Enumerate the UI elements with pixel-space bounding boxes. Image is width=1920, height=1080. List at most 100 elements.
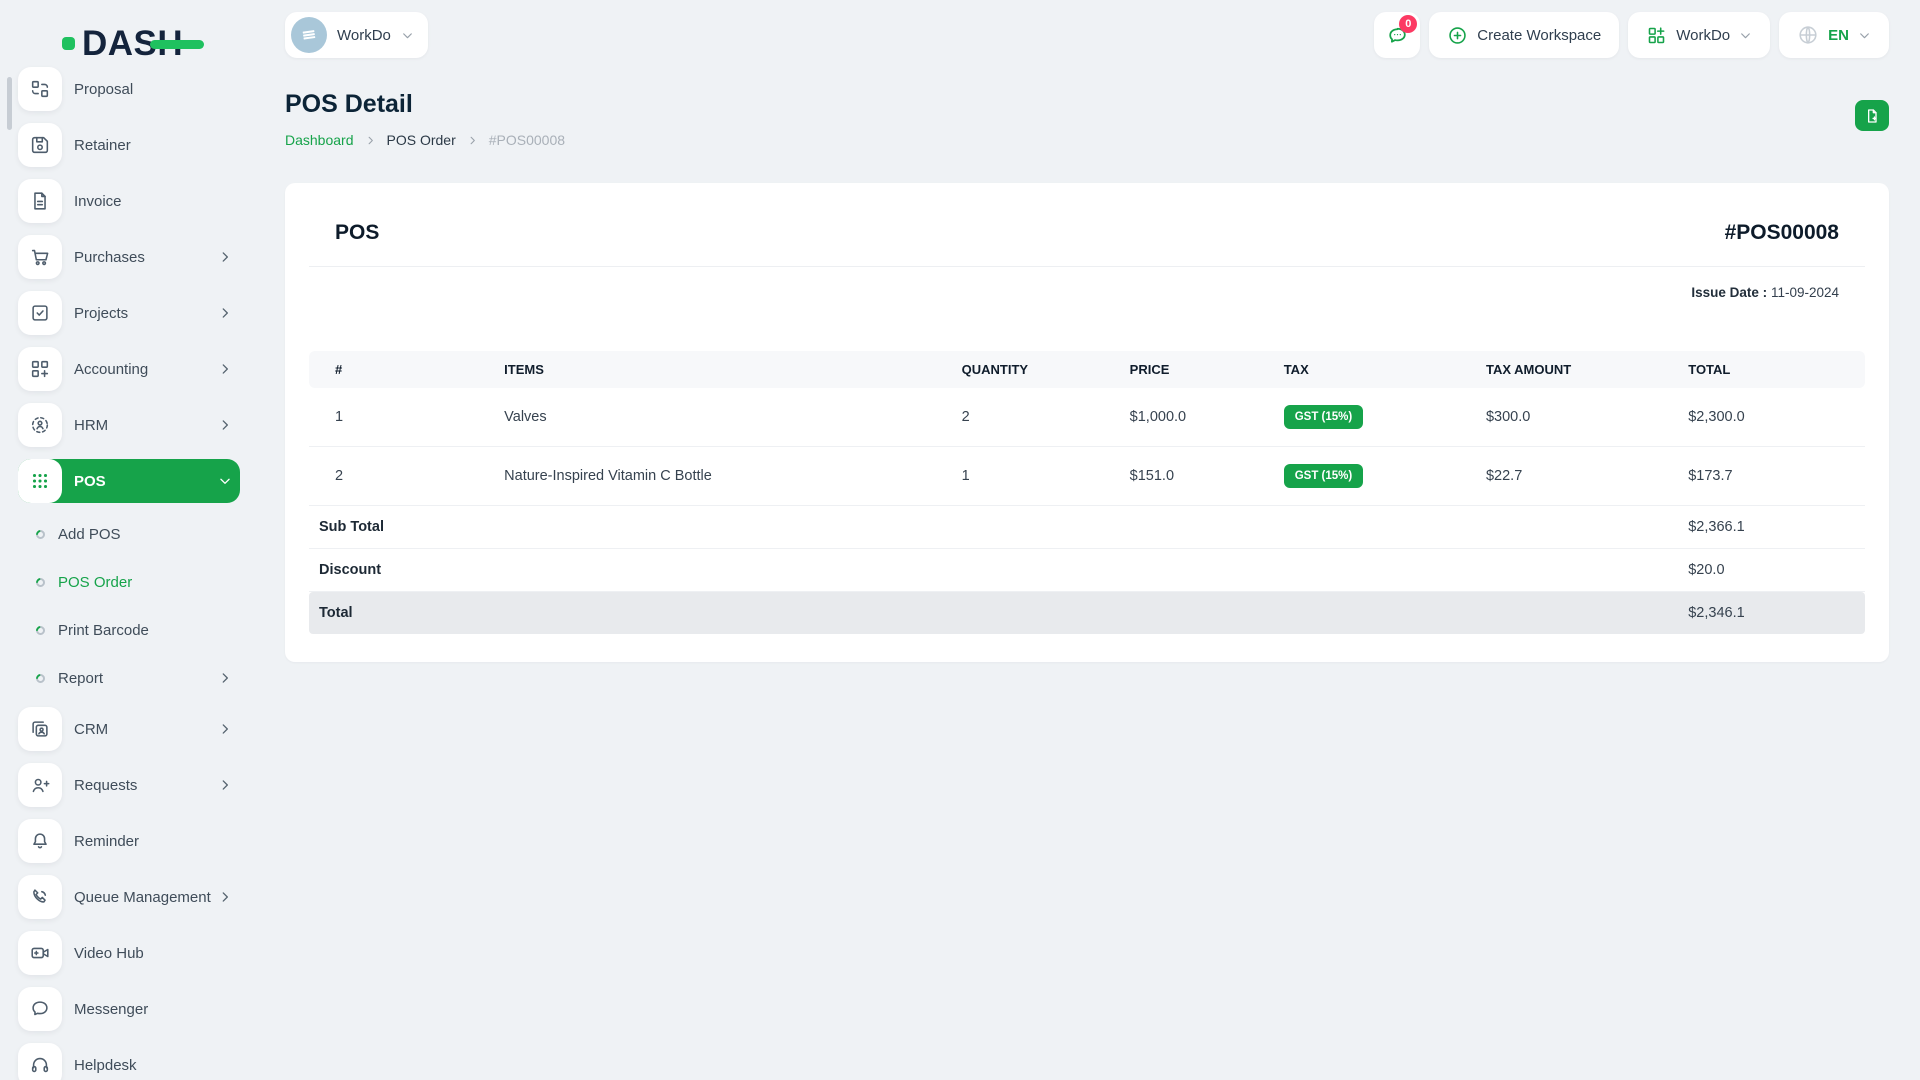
page-head: POS Detail Dashboard POS Order #POS00008: [285, 90, 1889, 148]
sidebar-item-label: Accounting: [74, 360, 149, 378]
cell-item: Valves: [494, 388, 952, 447]
main-content: POS Detail Dashboard POS Order #POS00008…: [284, 70, 1920, 1080]
workspace-selector[interactable]: WorkDo: [285, 12, 428, 58]
sidebar-item-label: Reminder: [74, 832, 140, 850]
brand-logo[interactable]: DASH: [62, 26, 205, 61]
user-scan-icon: [18, 403, 62, 447]
discount-row: Discount $20.0: [309, 548, 1865, 592]
subtotal-label: Sub Total: [309, 505, 1679, 549]
discount-label: Discount: [309, 548, 1679, 592]
card-divider: [309, 266, 1865, 267]
grid-plus-icon: [1646, 25, 1667, 46]
language-label: EN: [1828, 26, 1849, 44]
file-export-icon: [1864, 108, 1880, 124]
subtotal-value: $2,366.1: [1678, 505, 1865, 549]
card-header: POS #POS00008: [285, 183, 1889, 247]
chevron-right-icon: [218, 418, 232, 432]
phone-call-icon: [18, 875, 62, 919]
sidebar-item-label: Video Hub: [74, 944, 144, 962]
breadcrumb: Dashboard POS Order #POS00008: [285, 132, 1889, 148]
chevron-right-icon: [218, 250, 232, 264]
chat-badge: 0: [1399, 15, 1418, 33]
sidebar-subitem-report[interactable]: Report: [18, 659, 240, 697]
sidebar-subitem-label: Print Barcode: [58, 621, 149, 639]
chevron-right-icon: [467, 135, 478, 146]
workspace-label: WorkDo: [337, 26, 391, 44]
sidebar-item-label: Projects: [74, 304, 129, 322]
cell-index: 1: [309, 388, 495, 447]
cell-index: 2: [309, 446, 495, 506]
workdo-menu-button[interactable]: WorkDo: [1628, 12, 1771, 58]
sidebar-item-reminder[interactable]: Reminder: [18, 819, 240, 863]
cell-total: $2,300.0: [1678, 388, 1865, 447]
create-workspace-button[interactable]: Create Workspace: [1429, 12, 1620, 58]
cell-tax-amount: $22.7: [1475, 446, 1679, 506]
chevron-down-icon: [1858, 29, 1871, 42]
language-selector[interactable]: EN: [1779, 12, 1889, 58]
bullet-ring-icon: [34, 671, 47, 685]
user-square-icon: [18, 707, 62, 751]
sidebar-item-requests[interactable]: Requests: [18, 763, 240, 807]
breadcrumb-current: #POS00008: [488, 132, 566, 148]
chevron-down-icon: [1739, 29, 1752, 42]
sidebar-item-proposal[interactable]: Proposal: [18, 67, 240, 111]
plus-circle-icon: [1447, 25, 1468, 46]
pos-number: #POS00008: [1724, 221, 1839, 244]
chat-round-icon: [18, 987, 62, 1031]
headset-icon: [18, 1043, 62, 1080]
sidebar-item-label: Requests: [74, 776, 138, 794]
issue-date: Issue Date : 11-09-2024: [285, 267, 1889, 300]
pos-items-table-wrap: # ITEMS QUANTITY PRICE TAX TAX AMOUNT TO…: [309, 351, 1865, 634]
sidebar-subitem-pos-order[interactable]: POS Order: [18, 563, 240, 601]
logo-accent-dot: [62, 37, 75, 50]
globe-icon: [1797, 24, 1819, 46]
sidebar-item-label: HRM: [74, 416, 109, 434]
file-text-icon: [18, 179, 62, 223]
col-header-total: TOTAL: [1678, 351, 1865, 388]
cell-item: Nature-Inspired Vitamin C Bottle: [494, 446, 952, 506]
chevron-right-icon: [218, 778, 232, 792]
sidebar-item-queue-management[interactable]: Queue Management: [18, 875, 240, 919]
breadcrumb-dashboard[interactable]: Dashboard: [285, 132, 354, 148]
user-plus-icon: [18, 763, 62, 807]
sidebar-item-retainer[interactable]: Retainer: [18, 123, 240, 167]
sidebar-scrollbar[interactable]: [7, 77, 12, 130]
cell-quantity: 1: [951, 446, 1120, 506]
sidebar-item-crm[interactable]: CRM: [18, 707, 240, 751]
sidebar-item-video-hub[interactable]: Video Hub: [18, 931, 240, 975]
topbar-right: 0 Create Workspace WorkDo EN: [1374, 12, 1889, 58]
sidebar-item-helpdesk[interactable]: Helpdesk: [18, 1043, 240, 1080]
sidebar-subitem-print-barcode[interactable]: Print Barcode: [18, 611, 240, 649]
swap-boxes-icon: [18, 67, 62, 111]
export-pos-button[interactable]: [1855, 100, 1889, 131]
video-camera-icon: [18, 931, 62, 975]
sidebar-item-hrm[interactable]: HRM: [18, 403, 240, 447]
bullet-ring-icon: [34, 623, 47, 637]
apps-add-icon: [18, 347, 62, 391]
cell-total: $173.7: [1678, 446, 1865, 506]
discount-value: $20.0: [1678, 548, 1865, 592]
cell-quantity: 2: [951, 388, 1120, 447]
sidebar-item-messenger[interactable]: Messenger: [18, 987, 240, 1031]
sidebar-item-purchases[interactable]: Purchases: [18, 235, 240, 279]
sidebar-subitem-add-pos[interactable]: Add POS: [18, 515, 240, 553]
sidebar-item-accounting[interactable]: Accounting: [18, 347, 240, 391]
sidebar-menu: Proposal Retainer Invoice Purchases: [0, 67, 284, 1080]
check-square-icon: [18, 291, 62, 335]
pos-detail-card: POS #POS00008 Issue Date : 11-09-2024 # …: [285, 183, 1889, 662]
breadcrumb-pos-order[interactable]: POS Order: [386, 132, 456, 148]
issue-date-label: Issue Date :: [1691, 285, 1768, 300]
chat-button[interactable]: 0: [1374, 12, 1421, 58]
cart-icon: [18, 235, 62, 279]
sidebar-item-label: POS: [74, 472, 106, 490]
total-row: Total $2,346.1: [309, 591, 1865, 634]
sidebar-item-invoice[interactable]: Invoice: [18, 179, 240, 223]
sidebar-item-projects[interactable]: Projects: [18, 291, 240, 335]
sidebar-item-label: Invoice: [74, 192, 122, 210]
sidebar-subitem-label: Add POS: [58, 525, 121, 543]
sidebar-item-pos[interactable]: POS: [18, 459, 240, 503]
issue-date-value: 11-09-2024: [1770, 285, 1839, 300]
building-icon: [291, 17, 327, 53]
create-workspace-label: Create Workspace: [1477, 26, 1602, 44]
